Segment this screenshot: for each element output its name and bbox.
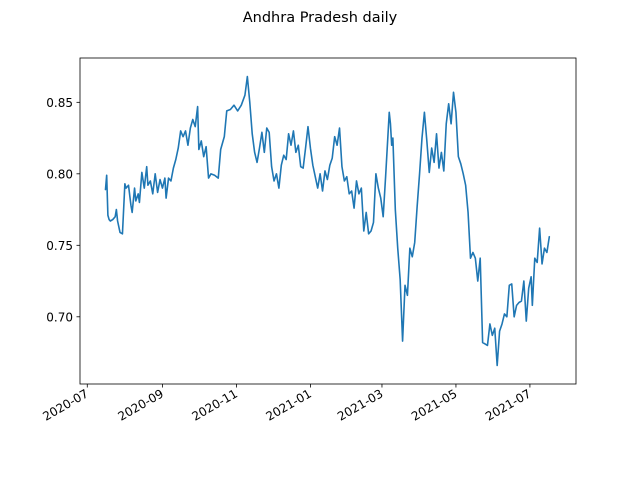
y-tick-label: 0.80 bbox=[46, 167, 73, 181]
x-tick-label: 2020-07 bbox=[40, 386, 90, 423]
y-axis: 0.70 0.75 0.80 0.85 bbox=[46, 96, 80, 324]
plot-area-frame bbox=[79, 57, 577, 385]
x-axis: 2020-07 2020-09 2020-11 2021-01 2021-03 2021-… bbox=[40, 384, 533, 424]
y-tick-label: 0.70 bbox=[46, 310, 73, 324]
y-tick-label: 0.85 bbox=[46, 96, 73, 110]
x-tick-label: 2021-07 bbox=[483, 386, 533, 423]
x-tick-label: 2020-11 bbox=[190, 386, 240, 423]
series-layer bbox=[104, 75, 551, 367]
series-line-0 bbox=[104, 75, 551, 367]
y-tick-label: 0.75 bbox=[46, 239, 73, 253]
x-tick-label: 2021-05 bbox=[409, 386, 459, 423]
chart-title: Andhra Pradesh daily bbox=[243, 10, 398, 26]
x-tick-label: 2021-01 bbox=[263, 386, 313, 423]
x-tick-label: 2021-03 bbox=[335, 386, 385, 423]
x-tick-label: 2020-09 bbox=[116, 386, 166, 423]
